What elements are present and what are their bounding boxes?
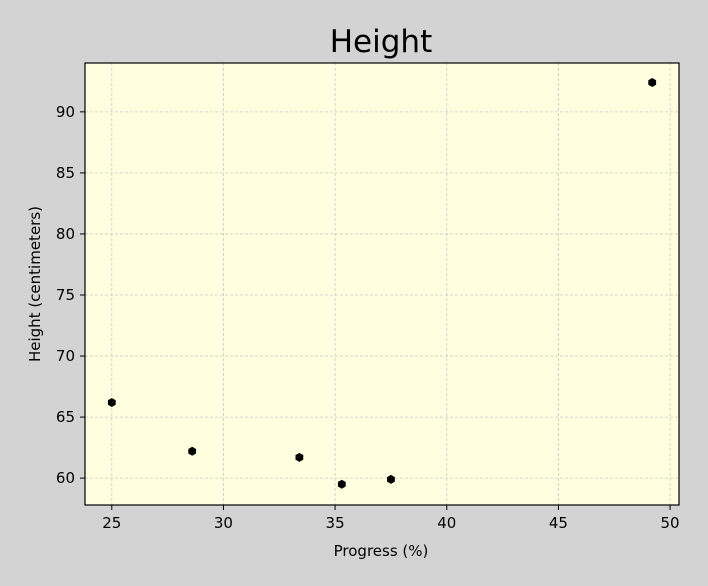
- data-point: [188, 446, 197, 456]
- y-tick-label: 60: [56, 469, 75, 487]
- y-tick-label: 70: [56, 347, 75, 365]
- data-point: [337, 479, 346, 489]
- x-tick-label: 45: [549, 514, 568, 532]
- y-tick-label: 80: [56, 225, 75, 243]
- y-tick-label: 90: [56, 103, 75, 121]
- data-point: [648, 78, 657, 88]
- x-axis-label: Progress (%): [334, 542, 429, 560]
- y-tick-label: 65: [56, 408, 75, 426]
- data-points: [107, 78, 657, 489]
- chart-title: Height: [330, 24, 432, 60]
- data-point: [295, 452, 304, 462]
- x-tick-label: 25: [102, 514, 121, 532]
- x-tick-label: 35: [326, 514, 345, 532]
- axis-ticks: 25 30 35 40 45 50 60 65 70 75 80 85 90: [56, 103, 680, 532]
- data-point: [387, 474, 395, 484]
- y-tick-label: 85: [56, 164, 75, 182]
- x-tick-label: 40: [437, 514, 456, 532]
- plot-frame: [84, 62, 680, 506]
- x-tick-label: 30: [214, 514, 233, 532]
- grid: [85, 63, 679, 505]
- y-axis-label: Height (centimeters): [26, 206, 44, 362]
- x-tick-label: 50: [661, 514, 680, 532]
- data-point: [107, 397, 116, 407]
- plot-area: [85, 63, 679, 505]
- y-tick-label: 75: [56, 286, 75, 304]
